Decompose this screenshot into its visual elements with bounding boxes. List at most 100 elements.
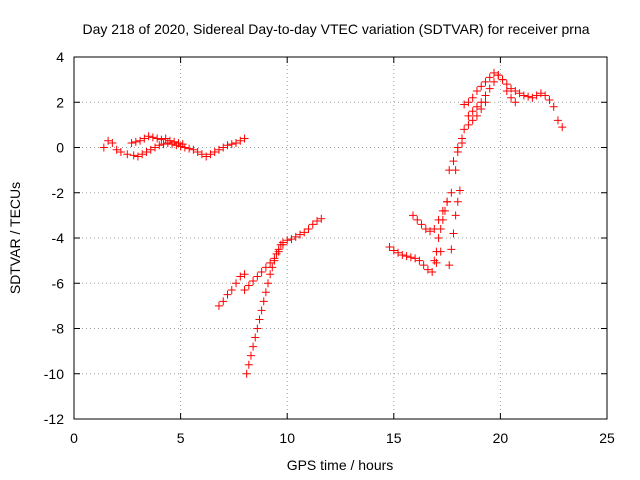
data-point [161, 134, 170, 143]
data-point [477, 98, 486, 107]
data-point [108, 138, 117, 147]
data-point [240, 286, 249, 295]
data-point [210, 148, 219, 157]
data-point [246, 351, 255, 360]
data-point [214, 145, 223, 154]
data-point [430, 256, 439, 265]
data-segment-3 [242, 238, 287, 378]
y-tick-label: 2 [56, 94, 64, 110]
data-point [157, 135, 166, 144]
data-point [223, 141, 232, 150]
data-point [168, 140, 177, 149]
data-point [308, 220, 317, 229]
data-point [127, 138, 136, 147]
data-point [423, 265, 432, 274]
data-point [468, 93, 477, 102]
data-segment-4 [240, 214, 326, 295]
data-point [528, 93, 537, 102]
data-segment-7 [430, 197, 452, 265]
data-segment-8 [445, 186, 464, 270]
data-point [443, 197, 452, 206]
data-point [261, 288, 270, 297]
data-point [460, 100, 469, 109]
chart-title: Day 218 of 2020, Sidereal Day-to-day VTE… [82, 21, 589, 37]
data-point [436, 224, 445, 233]
data-point [240, 134, 249, 143]
data-point [464, 111, 473, 120]
axis-ticks [73, 56, 608, 420]
data-point [295, 230, 304, 239]
data-point [240, 270, 249, 279]
data-point [394, 248, 403, 257]
data-point [104, 136, 113, 145]
data-point [116, 148, 125, 157]
data-point [176, 142, 185, 151]
data-point [485, 84, 494, 93]
data-point [219, 143, 228, 152]
x-axis-label: GPS time / hours [287, 457, 394, 473]
data-point [449, 157, 458, 166]
data-point [214, 301, 223, 310]
data-point [283, 236, 292, 245]
data-point [511, 86, 520, 95]
data-point [549, 102, 558, 111]
data-point [112, 145, 121, 154]
data-point [249, 276, 258, 285]
data-point [481, 91, 490, 100]
data-point [270, 254, 279, 263]
data-segment-1 [127, 132, 187, 149]
data-point [411, 254, 420, 263]
data-point [178, 140, 187, 149]
y-tick-label: -2 [52, 185, 65, 201]
data-point [472, 111, 481, 120]
data-point [180, 143, 189, 152]
y-tick-label: 0 [56, 140, 64, 156]
data-point [428, 267, 437, 276]
x-tick-label: 15 [386, 430, 402, 446]
grid-lines [74, 57, 607, 419]
data-point [232, 138, 241, 147]
data-point [498, 75, 507, 84]
data-segment-10 [460, 68, 567, 132]
x-tick-label: 10 [279, 430, 295, 446]
x-tick-label: 25 [599, 430, 615, 446]
data-point [287, 235, 296, 244]
data-point [174, 138, 183, 147]
data-point [481, 77, 490, 86]
data-point [398, 250, 407, 259]
data-point [151, 143, 160, 152]
data-point [472, 102, 481, 111]
data-point [259, 297, 268, 306]
data-point [426, 227, 435, 236]
data-point [519, 91, 528, 100]
data-point [129, 151, 138, 160]
data-segment-9 [445, 138, 467, 175]
data-point [502, 80, 511, 89]
data-point [242, 369, 251, 378]
data-point [172, 141, 181, 150]
data-point [261, 263, 270, 272]
data-point [460, 125, 469, 134]
data-point [202, 152, 211, 161]
y-tick-label: -4 [52, 230, 65, 246]
data-point [148, 133, 157, 142]
data-point [244, 281, 253, 290]
data-point [232, 279, 241, 288]
data-point [408, 211, 417, 220]
data-point [477, 105, 486, 114]
data-point [274, 247, 283, 256]
data-point [507, 84, 516, 93]
data-point [227, 286, 236, 295]
data-point [257, 267, 266, 276]
data-point [434, 234, 443, 242]
y-tick-label: -8 [52, 321, 65, 337]
data-point [236, 136, 245, 145]
data-point [219, 297, 228, 306]
data-point [445, 261, 454, 270]
data-point [464, 120, 473, 129]
data-point [253, 272, 262, 281]
data-point [266, 258, 275, 267]
data-point [223, 290, 232, 299]
data-point [413, 215, 422, 224]
